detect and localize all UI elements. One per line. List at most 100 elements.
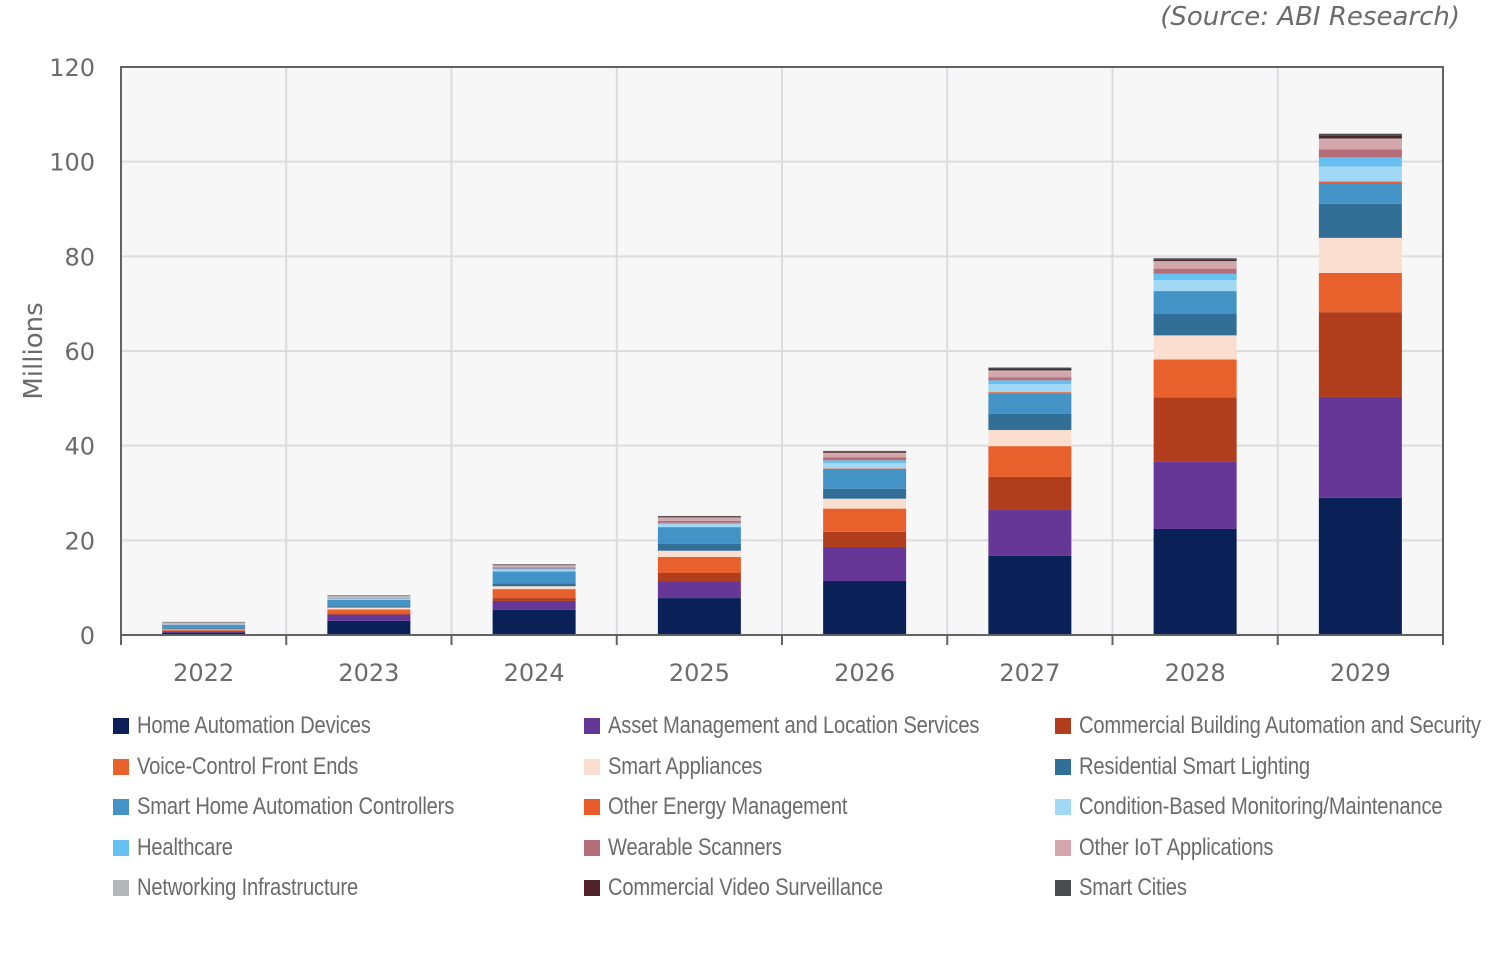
- bar-segment: [988, 368, 1072, 371]
- bar-segment: [1318, 272, 1402, 313]
- bar-segment: [327, 607, 411, 610]
- bar-segment: [988, 476, 1072, 511]
- bar-segment: [657, 598, 741, 635]
- bar-segment: [1153, 528, 1237, 635]
- bar-segment: [1318, 135, 1402, 139]
- bar-segment: [823, 457, 907, 461]
- legend-item: Condition-Based Monitoring/Maintenance: [1055, 793, 1503, 822]
- bar-segment: [988, 413, 1072, 431]
- legend-swatch: [584, 880, 600, 897]
- bar-segment: [823, 453, 907, 458]
- y-tick-label: 20: [64, 527, 95, 555]
- legend-item: Networking Infrastructure: [113, 874, 584, 903]
- bar-segment: [823, 508, 907, 532]
- bar-stack-2026: [823, 450, 907, 635]
- legend-item: Smart Appliances: [584, 753, 1055, 782]
- bar-segment: [823, 452, 907, 454]
- bar-segment: [657, 522, 741, 525]
- bar-segment: [1153, 261, 1237, 263]
- legend-item: Smart Home Automation Controllers: [113, 793, 584, 822]
- bar-segment: [657, 581, 741, 599]
- bar-segment: [657, 543, 741, 551]
- bar-segment: [327, 596, 411, 598]
- bar-segment: [1153, 313, 1237, 336]
- legend-swatch: [1055, 799, 1071, 816]
- y-tick-label: 100: [49, 149, 95, 177]
- bar-segment: [327, 613, 411, 615]
- y-tick-label: 40: [64, 433, 95, 461]
- legend-label: Healthcare: [137, 833, 233, 861]
- legend-swatch: [584, 718, 600, 735]
- bar-segment: [327, 598, 411, 600]
- bar-segment: [823, 451, 907, 453]
- bar-segment: [657, 520, 741, 523]
- bar-segment: [162, 632, 246, 635]
- bar-segment: [1153, 262, 1237, 269]
- legend-swatch: [1055, 839, 1071, 856]
- source-note: (Source: ABI Research): [1160, 2, 1460, 32]
- bar-segment: [1318, 497, 1402, 635]
- bar-stack-2025: [657, 515, 741, 635]
- bar-segment: [1153, 259, 1237, 262]
- x-tick-label: 2022: [173, 659, 234, 687]
- bar-segment: [657, 516, 741, 518]
- legend-label: Residential Smart Lighting: [1079, 752, 1310, 780]
- bar-stack-2028: [1153, 258, 1237, 635]
- y-axis-label: Millions: [19, 302, 49, 399]
- legend-item: Residential Smart Lighting: [1055, 753, 1503, 782]
- y-tick-label: 120: [49, 54, 95, 82]
- bar-segment: [1153, 290, 1237, 292]
- legend-item: Voice-Control Front Ends: [113, 753, 584, 782]
- bar-stack-2027: [988, 367, 1072, 635]
- bars: [162, 133, 1402, 635]
- bar-segment: [492, 568, 576, 570]
- bar-stack-2024: [492, 564, 576, 635]
- bar-segment: [823, 463, 907, 469]
- bar-segment: [823, 488, 907, 499]
- legend-label: Smart Appliances: [608, 752, 763, 780]
- legend-item: Other IoT Applications: [1055, 834, 1503, 863]
- bar-segment: [657, 572, 741, 582]
- bar-segment: [1318, 203, 1402, 238]
- bar-segment: [657, 515, 741, 517]
- bar-segment: [988, 555, 1072, 635]
- bar-segment: [657, 527, 741, 544]
- bar-segment: [162, 627, 246, 629]
- bar-segment: [988, 430, 1072, 447]
- bar-segment: [988, 377, 1072, 381]
- bar-segment: [823, 531, 907, 547]
- bar-segment: [1153, 258, 1237, 260]
- legend-swatch: [584, 799, 600, 816]
- legend-label: Other IoT Applications: [1079, 833, 1274, 861]
- x-axis-ticks: 2022 2023 2024 2025 2026 2027 2028 2029: [120, 635, 1444, 687]
- legend-item: Wearable Scanners: [584, 834, 1055, 863]
- bar-segment: [988, 446, 1072, 477]
- bar-segment: [988, 392, 1072, 394]
- bar-segment: [1318, 181, 1402, 183]
- bar-segment: [1318, 157, 1402, 167]
- bar-segment: [1318, 237, 1402, 273]
- legend-item: Home Automation Devices: [113, 712, 584, 741]
- bar-segment: [657, 518, 741, 521]
- y-tick-label: 80: [64, 243, 95, 271]
- bar-segment: [988, 393, 1072, 414]
- bar-segment: [657, 550, 741, 557]
- bar-segment: [327, 609, 411, 614]
- bar-segment: [988, 510, 1072, 556]
- bar-segment: [657, 524, 741, 528]
- bar-segment: [988, 370, 1072, 372]
- legend-label: Commercial Building Automation and Secur…: [1079, 712, 1481, 740]
- bar-segment: [327, 606, 411, 608]
- legend-swatch: [113, 799, 129, 816]
- legend-swatch: [113, 880, 129, 897]
- y-tick-label: 0: [80, 622, 95, 650]
- legend-label: Smart Home Automation Controllers: [137, 793, 455, 821]
- bar-segment: [1153, 291, 1237, 314]
- bar-segment: [988, 367, 1072, 369]
- legend-label: Other Energy Management: [608, 793, 848, 821]
- bar-segment: [988, 371, 1072, 378]
- bar-segment: [823, 468, 907, 489]
- legend-item: Healthcare: [113, 834, 584, 863]
- legend-item: Commercial Video Surveillance: [584, 874, 1055, 903]
- legend-item: Other Energy Management: [584, 793, 1055, 822]
